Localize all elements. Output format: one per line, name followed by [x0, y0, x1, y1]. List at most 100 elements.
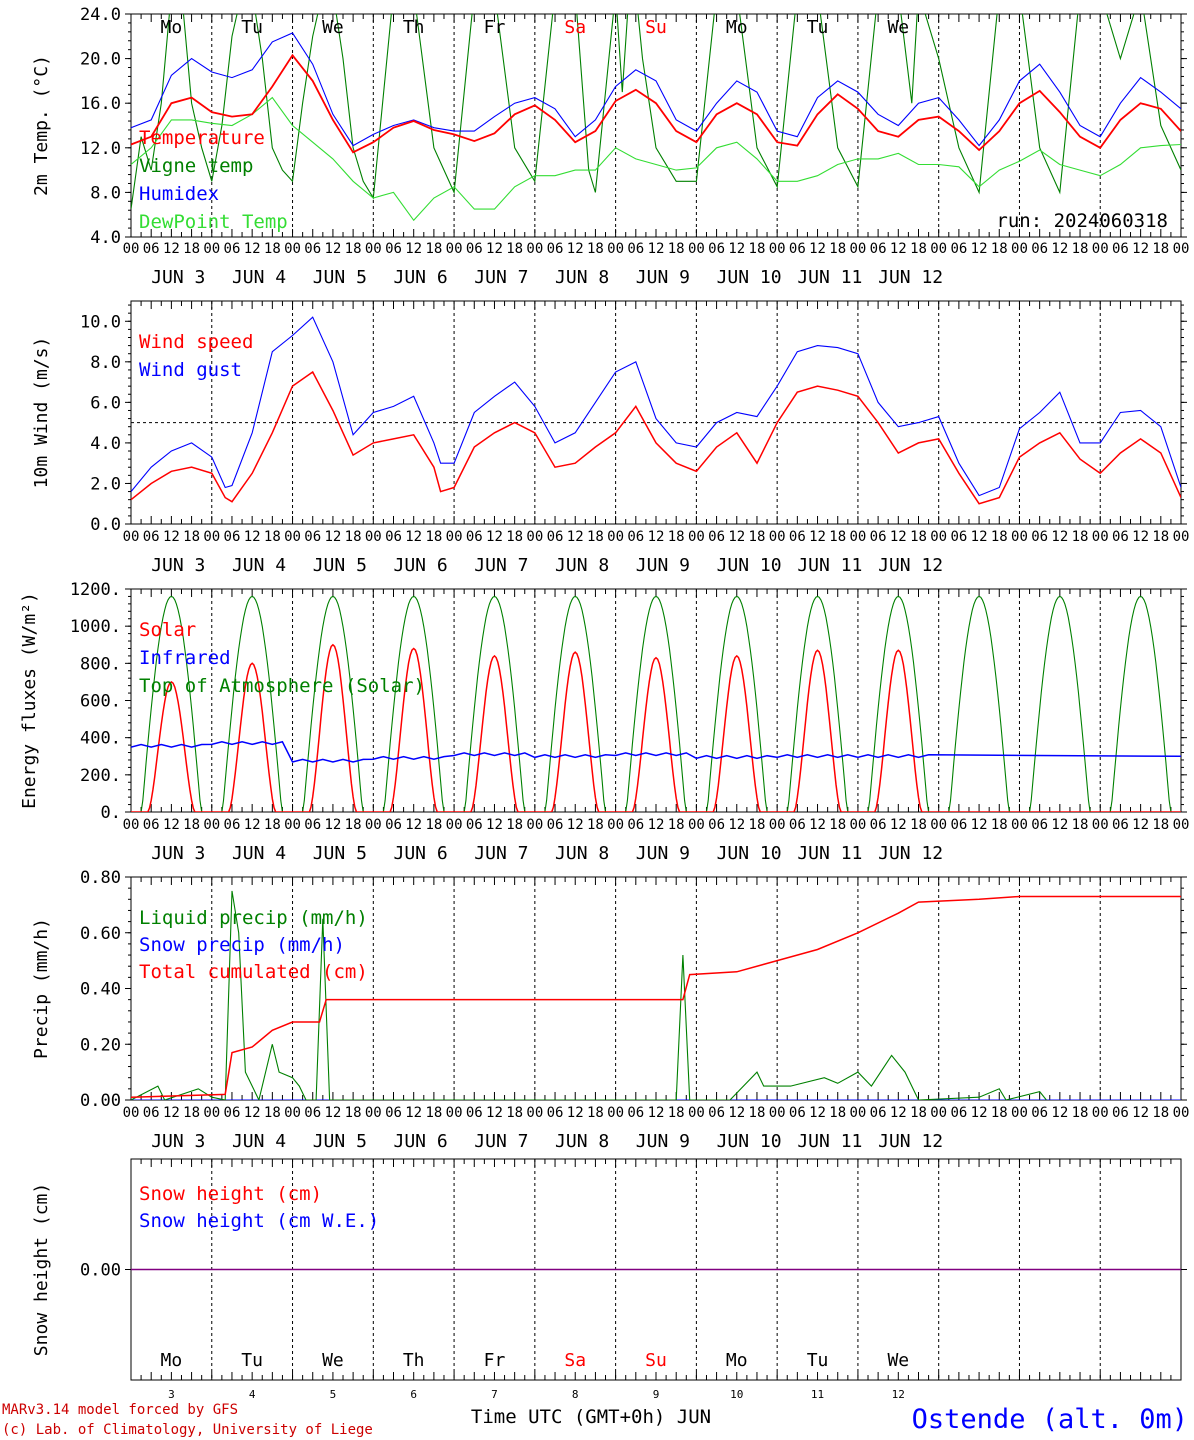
hour-tick-label: 18 [668, 817, 685, 833]
hour-tick-label: 00 [284, 529, 301, 545]
hour-tick-label: 00 [688, 817, 705, 833]
hour-tick-label: 12 [728, 529, 745, 545]
hour-tick-label: 12 [163, 529, 180, 545]
legend-temperature: Temperature [139, 127, 265, 149]
hour-tick-label: 12 [486, 817, 503, 833]
hour-tick-label: 18 [749, 817, 766, 833]
line-temperature [131, 53, 1181, 154]
date-label: JUN 5 [313, 267, 367, 288]
hour-tick-label: 12 [567, 1105, 584, 1121]
hour-tick-label: 06 [143, 1105, 160, 1121]
bottom-day-label: Mo [726, 1350, 748, 1371]
hour-tick-label: 00 [446, 817, 463, 833]
hour-tick-label: 18 [991, 529, 1008, 545]
day-label: Mo [161, 17, 183, 38]
hour-tick-label: 06 [789, 241, 806, 257]
hour-tick-label: 12 [890, 1105, 907, 1121]
panel-frame [130, 588, 1182, 813]
day-label: Su [645, 17, 667, 38]
legend-solar: Solar [139, 619, 196, 641]
hour-tick-label: 00 [1173, 1105, 1190, 1121]
hour-tick-label: 12 [163, 1105, 180, 1121]
hour-tick-label: 18 [587, 241, 604, 257]
hour-tick-label: 18 [910, 817, 927, 833]
date-label: JUN 3 [151, 1131, 205, 1152]
bottom-day-label: Tu [807, 1350, 829, 1371]
hour-tick-label: 06 [870, 817, 887, 833]
hour-tick-label: 00 [930, 529, 947, 545]
hour-tick-label: 18 [829, 817, 846, 833]
y-tick-label: 10.0 [80, 312, 121, 332]
y-tick-label: 0.40 [80, 980, 121, 1000]
hour-tick-label: 12 [567, 241, 584, 257]
hour-tick-label: 12 [728, 1105, 745, 1121]
line-liquid-precip [131, 890, 1047, 1100]
hour-tick-label: 18 [425, 529, 442, 545]
hour-tick-label: 18 [991, 1105, 1008, 1121]
date-label: JUN 10 [717, 843, 782, 864]
hour-tick-label: 18 [1072, 1105, 1089, 1121]
date-label: JUN 12 [878, 555, 943, 576]
y-tick-label: 6.0 [90, 393, 121, 413]
legend-humidex: Humidex [139, 183, 219, 205]
day-label: Mo [726, 17, 748, 38]
hour-tick-label: 06 [789, 817, 806, 833]
hour-tick-label: 18 [749, 529, 766, 545]
hour-tick-label: 18 [749, 1105, 766, 1121]
hour-tick-label: 06 [224, 1105, 241, 1121]
hour-tick-label: 06 [224, 529, 241, 545]
hour-tick-label: 18 [345, 817, 362, 833]
hour-tick-label: 12 [809, 817, 826, 833]
legend-snow-height-cm-w-e-: Snow height (cm W.E.) [139, 1210, 379, 1232]
hour-tick-label: 00 [365, 1105, 382, 1121]
hour-tick-label: 00 [930, 241, 947, 257]
date-label: JUN 10 [717, 1131, 782, 1152]
bottom-day-number: 10 [730, 1388, 743, 1401]
hour-tick-label: 12 [163, 241, 180, 257]
hour-tick-label: 00 [1173, 817, 1190, 833]
line-humidex [131, 32, 1181, 147]
hour-tick-label: 12 [648, 1105, 665, 1121]
y-tick-label: 600. [80, 692, 121, 712]
hour-tick-label: 12 [971, 241, 988, 257]
hour-tick-label: 18 [1152, 817, 1169, 833]
line-total-cumulated [131, 895, 1181, 1098]
hour-tick-label: 06 [224, 241, 241, 257]
series-group [131, 316, 1181, 505]
bottom-day-number: 6 [410, 1388, 417, 1401]
hour-tick-label: 18 [668, 241, 685, 257]
hour-tick-label: 18 [1152, 241, 1169, 257]
date-label: JUN 9 [636, 555, 690, 576]
date-label: JUN 8 [555, 555, 609, 576]
y-tick-label: 1200. [70, 580, 121, 600]
hour-tick-label: 06 [627, 241, 644, 257]
hour-tick-label: 18 [425, 241, 442, 257]
hour-tick-label: 18 [668, 1105, 685, 1121]
legend-total-cumulated-cm-: Total cumulated (cm) [139, 961, 368, 983]
legend-snow-precip-mm-h-: Snow precip (mm/h) [139, 934, 345, 956]
bottom-day-label: Sa [564, 1350, 586, 1371]
hour-tick-label: 18 [506, 1105, 523, 1121]
hour-tick-label: 18 [183, 529, 200, 545]
date-label: JUN 11 [797, 267, 862, 288]
hour-tick-label: 00 [123, 529, 140, 545]
hour-tick-label: 00 [1092, 1105, 1109, 1121]
hour-tick-label: 06 [547, 529, 564, 545]
hour-tick-label: 06 [304, 1105, 321, 1121]
legend-vigne-temp: Vigne temp [139, 155, 253, 177]
hour-tick-label: 12 [405, 1105, 422, 1121]
day-label: Sa [564, 17, 586, 38]
y-tick-label: 4.0 [90, 434, 121, 454]
hour-tick-label: 18 [183, 1105, 200, 1121]
run-label: run: 2024060318 [996, 210, 1168, 232]
panel-3: 0. 200. 400. 600. 800. 1000. 1200. Energy fluxe… [19, 580, 1189, 864]
date-label: JUN 9 [636, 843, 690, 864]
date-label: JUN 5 [313, 555, 367, 576]
hour-tick-label: 00 [446, 1105, 463, 1121]
hour-tick-label: 06 [1112, 529, 1129, 545]
hour-tick-label: 12 [486, 1105, 503, 1121]
hour-tick-label: 00 [930, 1105, 947, 1121]
hour-tick-label: 06 [143, 529, 160, 545]
hour-tick-label: 18 [829, 241, 846, 257]
date-label: JUN 9 [636, 1131, 690, 1152]
